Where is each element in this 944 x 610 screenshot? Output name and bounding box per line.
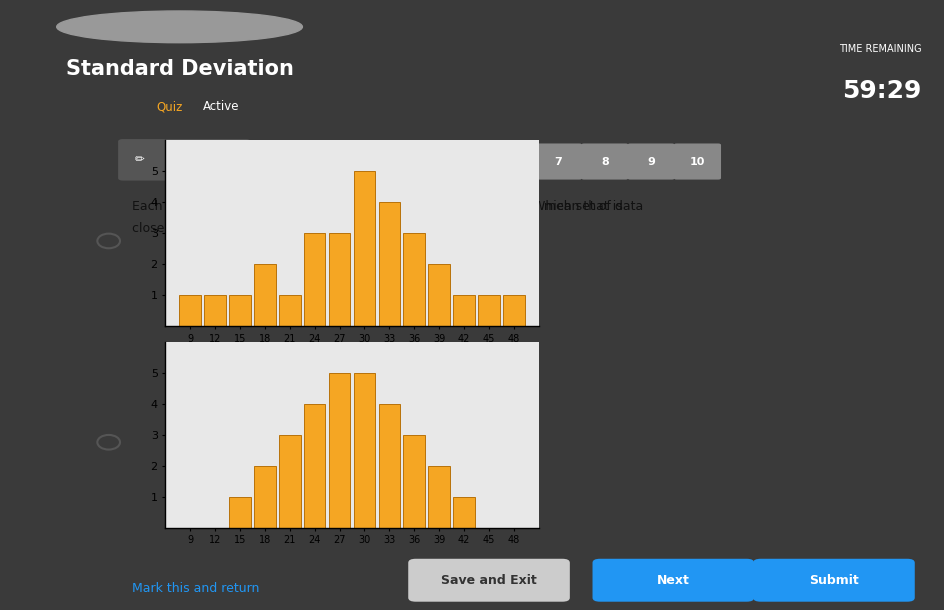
Text: 10: 10 bbox=[689, 157, 704, 167]
FancyBboxPatch shape bbox=[488, 143, 535, 179]
FancyBboxPatch shape bbox=[752, 559, 914, 601]
Text: 6: 6 bbox=[508, 157, 515, 167]
Bar bbox=[329, 233, 350, 326]
FancyBboxPatch shape bbox=[592, 559, 753, 601]
FancyBboxPatch shape bbox=[396, 143, 443, 179]
Text: Active: Active bbox=[203, 100, 240, 113]
Bar bbox=[229, 295, 250, 326]
Bar bbox=[304, 233, 325, 326]
FancyBboxPatch shape bbox=[118, 139, 250, 181]
Bar bbox=[229, 497, 250, 528]
Bar bbox=[453, 295, 474, 326]
Bar bbox=[379, 203, 399, 326]
Text: 3: 3 bbox=[369, 157, 377, 167]
FancyBboxPatch shape bbox=[408, 559, 569, 601]
Bar bbox=[478, 295, 499, 326]
FancyBboxPatch shape bbox=[627, 143, 674, 179]
Text: 8: 8 bbox=[600, 157, 608, 167]
Bar bbox=[278, 434, 300, 528]
Text: 9: 9 bbox=[647, 157, 654, 167]
Text: Mark this and return: Mark this and return bbox=[132, 581, 260, 595]
Bar bbox=[278, 295, 300, 326]
Text: Each histogram represents a set of data with a median of 29.5. Which set of data: Each histogram represents a set of data … bbox=[132, 200, 647, 213]
Text: ↑: ↑ bbox=[228, 154, 238, 167]
Bar bbox=[403, 233, 425, 326]
FancyBboxPatch shape bbox=[442, 143, 489, 179]
Bar bbox=[428, 264, 449, 326]
Bar bbox=[304, 404, 325, 528]
Text: ↺: ↺ bbox=[166, 154, 176, 167]
Bar bbox=[502, 295, 524, 326]
Text: 7: 7 bbox=[554, 157, 562, 167]
FancyBboxPatch shape bbox=[303, 143, 350, 179]
FancyBboxPatch shape bbox=[534, 143, 582, 179]
Text: has a mean that is: has a mean that is bbox=[501, 200, 622, 213]
Text: 4: 4 bbox=[415, 157, 423, 167]
Bar bbox=[353, 171, 375, 326]
Text: ▦: ▦ bbox=[196, 154, 208, 167]
Text: TIME REMAINING: TIME REMAINING bbox=[838, 44, 920, 54]
Text: most likely: most likely bbox=[457, 200, 533, 213]
Bar bbox=[254, 465, 276, 528]
Text: 5: 5 bbox=[462, 157, 469, 167]
Bar bbox=[353, 373, 375, 528]
Text: 2: 2 bbox=[323, 157, 330, 167]
FancyBboxPatch shape bbox=[349, 143, 396, 179]
Text: Quiz: Quiz bbox=[156, 100, 182, 113]
Bar bbox=[428, 465, 449, 528]
FancyBboxPatch shape bbox=[257, 143, 304, 179]
Bar bbox=[329, 373, 350, 528]
Text: Save and Exit: Save and Exit bbox=[441, 574, 536, 587]
Text: ✏: ✏ bbox=[135, 154, 144, 167]
Text: Submit: Submit bbox=[808, 574, 858, 587]
Bar bbox=[179, 295, 201, 326]
Circle shape bbox=[57, 11, 302, 43]
Bar bbox=[403, 434, 425, 528]
FancyBboxPatch shape bbox=[581, 143, 628, 179]
Text: 1: 1 bbox=[277, 157, 284, 167]
Text: Next: Next bbox=[656, 574, 689, 587]
Bar bbox=[254, 264, 276, 326]
Text: Standard Deviation: Standard Deviation bbox=[65, 59, 294, 79]
Text: 59:29: 59:29 bbox=[841, 79, 920, 104]
Bar bbox=[453, 497, 474, 528]
Bar bbox=[379, 404, 399, 528]
Text: closest to 29.5?: closest to 29.5? bbox=[132, 222, 230, 235]
FancyBboxPatch shape bbox=[673, 143, 720, 179]
Bar bbox=[204, 295, 226, 326]
